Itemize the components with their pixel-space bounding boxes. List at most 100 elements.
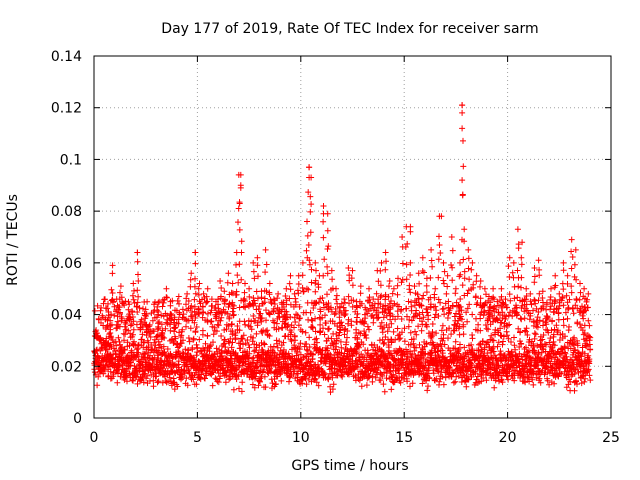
data-point: [523, 293, 530, 299]
band-point: [395, 366, 402, 373]
data-point: [320, 234, 327, 241]
data-point: [126, 301, 133, 308]
band-point: [280, 346, 287, 353]
data-point: [342, 299, 348, 306]
data-point: [242, 280, 248, 287]
band-point: [393, 374, 400, 381]
data-point: [382, 266, 389, 273]
data-point: [444, 315, 451, 321]
data-point: [217, 278, 224, 284]
data-point: [514, 294, 521, 301]
band-point: [530, 368, 537, 375]
band-point: [450, 379, 457, 386]
band-point: [235, 364, 242, 371]
scatter-point: [227, 335, 234, 342]
band-point: [324, 375, 331, 382]
data-point: [551, 308, 558, 315]
data-point: [291, 290, 298, 297]
band-point: [239, 362, 246, 369]
scatter-point: [586, 333, 593, 340]
band-point: [495, 339, 502, 346]
data-point: [134, 249, 141, 256]
data-point: [548, 327, 555, 334]
scatter-point: [134, 299, 141, 306]
scatter-point: [193, 324, 200, 330]
data-point: [511, 295, 518, 302]
data-point: [503, 328, 510, 335]
data-point: [419, 295, 426, 302]
data-point: [378, 319, 385, 326]
band-point: [409, 351, 416, 358]
data-point: [246, 285, 253, 292]
band-point: [223, 372, 230, 379]
data-point: [423, 282, 430, 289]
band-point: [380, 381, 387, 388]
data-point: [324, 270, 331, 277]
band-point: [160, 343, 167, 350]
band-point: [193, 352, 200, 359]
data-point: [527, 290, 534, 297]
data-point: [295, 290, 302, 297]
data-point: [432, 285, 439, 292]
data-point: [495, 302, 502, 309]
data-point: [522, 296, 529, 303]
data-point: [390, 285, 397, 292]
data-point: [459, 282, 466, 289]
data-point: [137, 324, 144, 331]
data-point: [135, 278, 142, 284]
data-point: [535, 309, 542, 315]
data-point: [305, 242, 312, 248]
data-point: [288, 329, 295, 336]
data-point: [199, 314, 206, 321]
scatter-point: [362, 304, 369, 311]
scatter-point: [145, 339, 152, 346]
band-point: [556, 370, 563, 377]
scatter-point: [504, 322, 511, 329]
data-point: [564, 280, 571, 287]
band-point: [291, 357, 298, 364]
data-point: [473, 272, 480, 279]
data-point: [119, 299, 126, 305]
band-point: [574, 381, 580, 388]
data-point: [164, 294, 170, 301]
data-point: [573, 296, 580, 302]
x-tick-label: 25: [602, 430, 620, 446]
band-point: [255, 382, 262, 389]
data-point: [511, 305, 518, 312]
data-point: [502, 296, 509, 303]
data-point: [287, 314, 294, 320]
data-point: [456, 311, 463, 318]
scatter-point: [507, 309, 513, 316]
data-point: [560, 286, 567, 293]
data-point: [114, 324, 121, 331]
data-point: [307, 309, 314, 316]
band-point: [372, 374, 379, 381]
data-point: [407, 228, 414, 235]
data-point: [282, 293, 289, 299]
data-point: [477, 283, 483, 290]
data-point: [321, 304, 327, 311]
band-point: [460, 372, 467, 378]
data-point: [362, 331, 368, 338]
data-point: [569, 254, 576, 260]
band-point: [112, 347, 119, 354]
scatter-point: [509, 313, 516, 320]
scatter-point: [237, 340, 244, 347]
data-point: [572, 302, 579, 309]
data-point: [325, 243, 332, 250]
scatter-point: [157, 341, 163, 348]
data-point: [584, 296, 591, 303]
band-point: [544, 377, 551, 384]
data-point: [255, 273, 261, 280]
data-point: [311, 300, 318, 307]
data-point: [319, 295, 326, 301]
data-point: [296, 303, 303, 310]
scatter-point: [190, 335, 197, 342]
scatter-point: [310, 305, 317, 311]
data-point: [466, 276, 473, 283]
band-point: [309, 351, 316, 358]
data-point: [577, 321, 583, 328]
data-point: [320, 203, 327, 209]
data-point: [236, 261, 243, 268]
scatter-point: [108, 297, 115, 304]
